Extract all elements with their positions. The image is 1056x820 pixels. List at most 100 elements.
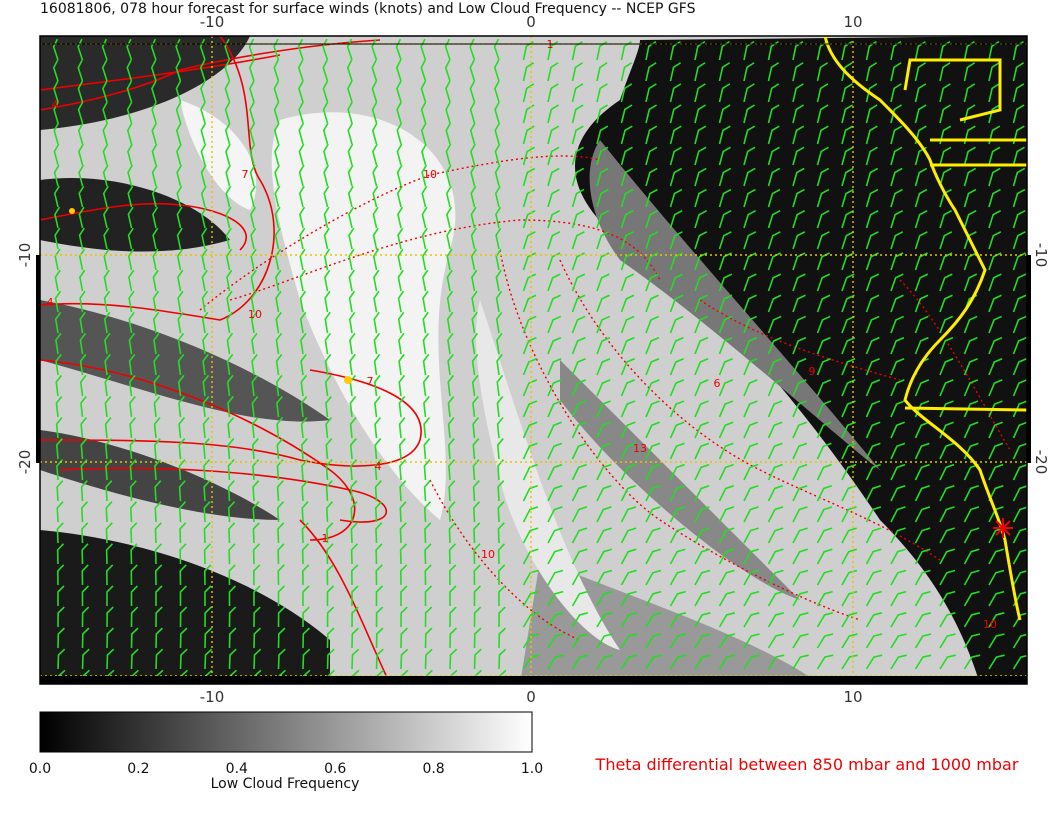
wind-barb — [496, 438, 504, 460]
wind-barb — [743, 484, 759, 502]
wind-barb — [155, 648, 164, 670]
wind-barb — [298, 80, 304, 103]
wind-barb — [130, 606, 139, 628]
wind-barb — [963, 83, 976, 103]
wind-barb — [497, 480, 505, 502]
wind-barb — [1012, 315, 1027, 334]
wind-barb — [792, 527, 808, 544]
wind-barb — [694, 506, 710, 523]
wind-barb — [128, 311, 135, 334]
wind-barb — [56, 543, 65, 565]
low-cloud-mid — [560, 360, 800, 600]
wind-barb — [988, 442, 1004, 460]
wind-barb — [841, 146, 854, 166]
wind-barb — [375, 585, 384, 607]
wind-barb — [939, 400, 954, 418]
wind-barb — [694, 633, 711, 649]
wind-barb — [178, 459, 186, 481]
wind-barb — [718, 188, 732, 208]
wind-barb — [348, 248, 355, 271]
wind-barb — [865, 654, 883, 670]
wind-barb — [203, 564, 212, 586]
wind-barb — [939, 146, 952, 166]
wind-barb — [128, 290, 135, 313]
wind-barb — [792, 379, 807, 397]
wind-barb — [77, 101, 84, 124]
wind-barb — [939, 379, 954, 397]
wind-barb — [56, 480, 64, 502]
wind-barb — [371, 101, 378, 124]
wind-barb — [596, 104, 609, 124]
wind-barb — [77, 38, 84, 61]
wind-barb — [225, 248, 233, 271]
wind-barb — [890, 612, 907, 628]
wind-barb — [228, 606, 237, 628]
wind-barb — [669, 400, 685, 418]
wind-barb — [571, 548, 588, 565]
wind-barb — [865, 146, 878, 166]
wind-barb — [225, 164, 232, 187]
wind-barb — [841, 548, 858, 565]
wind-barb — [890, 62, 902, 82]
wind-barb — [324, 374, 332, 397]
wind-barb — [178, 501, 187, 523]
wind-barb — [645, 612, 662, 628]
wind-barb — [743, 633, 760, 649]
wind-barb — [890, 654, 907, 670]
wind-barb — [914, 442, 930, 460]
wind-barb — [350, 522, 358, 544]
wind-barb — [865, 209, 879, 229]
wind-barb — [470, 227, 477, 250]
wind-barb — [890, 358, 905, 376]
wind-barb — [421, 143, 427, 166]
wind-barb — [547, 40, 559, 61]
wind-barb — [301, 522, 309, 544]
wind-barb — [397, 290, 405, 313]
wind-barb — [200, 143, 207, 166]
wind-barb — [57, 606, 65, 628]
wind-barb — [988, 548, 1005, 565]
wind-barb — [249, 122, 256, 145]
wind-barb — [102, 143, 109, 166]
wind-barb — [939, 231, 953, 250]
wind-barb — [596, 294, 610, 313]
wind-barb — [424, 522, 432, 544]
colorbar-label: Low Cloud Frequency — [211, 776, 360, 792]
wind-barb — [694, 654, 711, 670]
wind-barb — [275, 353, 283, 376]
wind-barb — [227, 459, 235, 481]
wind-barb — [424, 585, 433, 607]
wind-barb — [151, 143, 158, 166]
wind-barb — [250, 248, 257, 271]
wind-barb — [106, 606, 114, 628]
wind-barb — [669, 358, 684, 376]
y-tick-label-right: -10 — [1032, 243, 1050, 268]
wind-barb — [495, 248, 502, 271]
wind-barb — [225, 143, 231, 166]
wind-barb — [792, 548, 809, 565]
wind-barb — [743, 527, 759, 544]
wind-barb — [422, 290, 429, 313]
wind-barb — [865, 40, 877, 61]
wind-barb — [816, 336, 831, 355]
wind-barb — [202, 374, 210, 397]
wind-barb — [472, 416, 480, 439]
wind-barb — [103, 269, 110, 292]
wind-barb — [841, 62, 853, 82]
wind-barb — [202, 353, 209, 376]
wind-barb — [324, 311, 331, 334]
wind-barb — [694, 590, 711, 607]
wind-barb — [228, 543, 236, 565]
wind-barb — [547, 146, 560, 166]
wind-barb — [963, 62, 976, 82]
wind-barb — [1012, 379, 1027, 397]
wind-barb — [522, 590, 539, 607]
wind-barb — [224, 101, 231, 124]
wind-barb — [718, 548, 735, 565]
wind-barb — [571, 612, 589, 628]
wind-barb — [669, 231, 683, 250]
wind-barb — [325, 501, 334, 523]
wind-barb — [177, 353, 185, 376]
wind-barb — [56, 564, 65, 586]
wind-barb — [792, 294, 806, 313]
